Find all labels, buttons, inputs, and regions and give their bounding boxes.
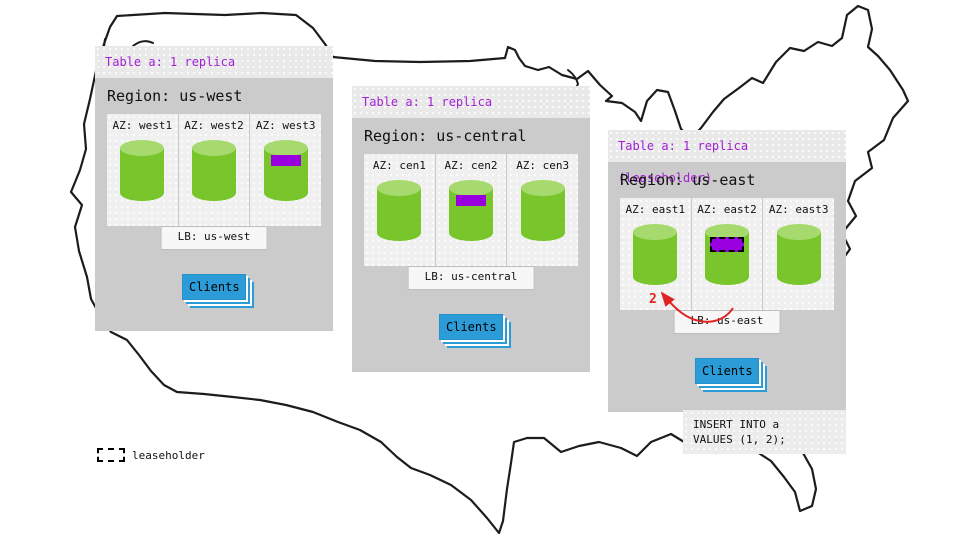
database-cylinder-icon — [520, 180, 565, 241]
leaseholder-swatch-icon — [97, 448, 125, 462]
database-cylinder-icon — [263, 140, 308, 201]
az-cell-cen1: AZ: cen1 — [364, 154, 436, 266]
az-cell-cen3: AZ: cen3 — [507, 154, 578, 266]
az-label: AZ: east1 — [625, 203, 686, 216]
lb-label: LB: us-west — [177, 230, 251, 243]
replica-badge — [270, 155, 301, 166]
az-row: AZ: east1 AZ: east2 — [620, 198, 834, 310]
database-cylinder-icon — [377, 180, 422, 241]
az-label: AZ: west1 — [112, 119, 173, 132]
az-label: AZ: west2 — [184, 119, 244, 132]
database-node — [632, 220, 678, 286]
lb-label: LB: us-central — [424, 270, 518, 283]
leaseholder-legend: leaseholder — [97, 448, 205, 462]
az-label: AZ: east3 — [768, 203, 829, 216]
az-cell-east1: AZ: east1 — [620, 198, 692, 310]
replica-badge — [456, 195, 486, 206]
sql-line-2: VALUES (1, 2); — [693, 433, 786, 446]
az-cell-east3: AZ: east3 — [763, 198, 834, 310]
table-header-us-east: Table a: 1 replica (leaseholder) — [608, 130, 846, 185]
clients-button[interactable]: Clients — [439, 314, 503, 340]
az-cell-west1: AZ: west1 — [107, 114, 179, 226]
database-cylinder-icon — [705, 224, 749, 285]
database-cylinder-icon — [776, 224, 821, 285]
az-row: AZ: cen1 AZ: cen2 — [364, 154, 578, 266]
leaseholder-replica-badge — [710, 237, 744, 252]
table-header-us-west: Table a: 1 replica — [95, 46, 333, 78]
database-node — [520, 176, 566, 242]
region-label: Region: us-west — [107, 87, 243, 105]
az-label: AZ: cen2 — [444, 159, 498, 172]
database-node — [263, 136, 309, 202]
database-cylinder-icon — [633, 224, 678, 285]
az-label: AZ: east2 — [697, 203, 757, 216]
load-balancer: LB: us-east — [673, 310, 781, 334]
database-node — [448, 176, 494, 242]
region-panel-us-central: Table a: 1 replica Region: us-central AZ… — [352, 86, 590, 372]
region-panel-us-east: Table a: 1 replica (leaseholder) Region:… — [608, 130, 846, 412]
region-body-us-central: Region: us-central AZ: cen1 AZ: cen2 — [352, 118, 590, 372]
az-label: AZ: west3 — [255, 119, 316, 132]
lb-label: LB: us-east — [690, 314, 764, 327]
region-body-us-west: Region: us-west AZ: west1 AZ: west2 — [95, 78, 333, 331]
az-label: AZ: cen1 — [372, 159, 426, 172]
puget-sound-detail — [103, 38, 154, 48]
region-label: Region: us-central — [364, 127, 527, 145]
az-label: AZ: cen3 — [516, 159, 570, 172]
database-cylinder-icon — [120, 140, 165, 201]
az-cell-west2: AZ: west2 — [179, 114, 251, 226]
database-cylinder-icon — [449, 180, 493, 241]
sql-statement-note: INSERT INTO a VALUES (1, 2); — [683, 410, 846, 454]
table-replica-label: Table a: 1 replica — [362, 95, 493, 109]
database-node — [119, 136, 165, 202]
region-panel-us-west: Table a: 1 replica Region: us-west AZ: w… — [95, 46, 333, 331]
az-cell-west3: AZ: west3 — [250, 114, 321, 226]
az-cell-east2: AZ: east2 — [692, 198, 764, 310]
database-node — [776, 220, 822, 286]
legend-label: leaseholder — [132, 448, 205, 462]
clients-button[interactable]: Clients — [695, 358, 759, 384]
table-replica-label: Table a: 1 replica (leaseholder) — [618, 139, 749, 185]
load-balancer: LB: us-west — [160, 226, 268, 250]
database-cylinder-icon — [192, 140, 236, 201]
load-balancer: LB: us-central — [407, 266, 535, 290]
region-label: Region: us-east — [620, 171, 756, 189]
table-replica-label: Table a: 1 replica — [105, 55, 236, 69]
az-row: AZ: west1 AZ: west2 — [107, 114, 321, 226]
region-body-us-east: Region: us-east AZ: east1 AZ: east2 — [608, 162, 846, 412]
clients-button[interactable]: Clients — [182, 274, 246, 300]
az-cell-cen2: AZ: cen2 — [436, 154, 508, 266]
database-node — [376, 176, 422, 242]
sql-line-1: INSERT INTO a — [693, 418, 780, 431]
table-header-us-central: Table a: 1 replica — [352, 86, 590, 118]
database-node — [704, 220, 750, 286]
database-node — [191, 136, 237, 202]
